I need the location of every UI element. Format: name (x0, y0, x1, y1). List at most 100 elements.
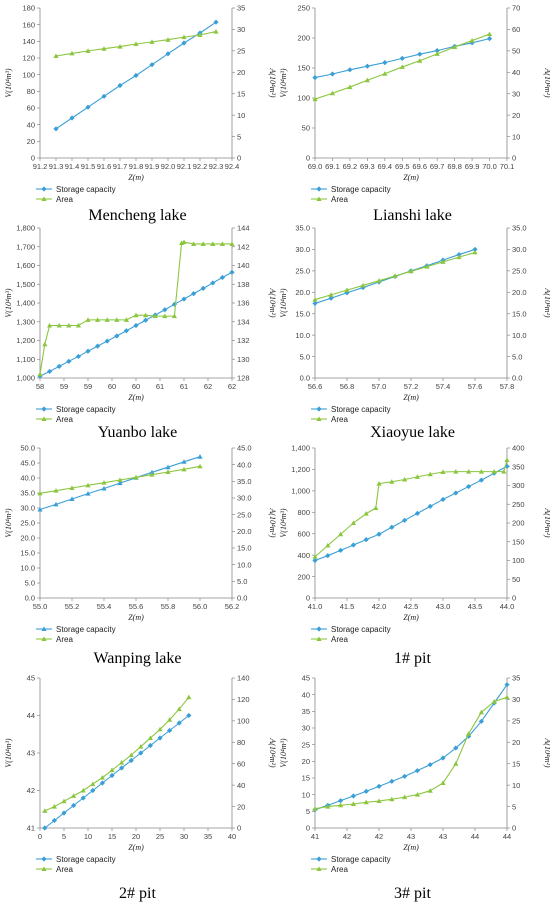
area-point (504, 694, 510, 700)
area-point (360, 282, 366, 288)
storage-point (66, 358, 72, 364)
x-tick-label: 92.0 (161, 162, 176, 171)
storage-point (453, 490, 459, 496)
x-tick-label: 35 (204, 832, 212, 841)
storage-point (133, 72, 139, 79)
area-point (114, 317, 120, 322)
storage-point (210, 280, 216, 286)
area-point (312, 554, 318, 559)
x-tick-label: 91.2 (33, 162, 48, 171)
storage-point (347, 67, 353, 73)
y-right-tick-label: 144 (237, 224, 250, 233)
storage-point (338, 547, 344, 553)
area-point (69, 50, 75, 56)
x-tick-label: 61 (156, 382, 164, 391)
storage-point (85, 491, 91, 496)
legend-area-marker (41, 866, 47, 871)
chart-panel-3: 58 59 59 60 60 61 61 62 62 1,000 1,100 1,200 1,300 1,… (4, 224, 277, 424)
y-axis-label-left: V(10⁴m³) (4, 288, 13, 318)
storage-point (51, 817, 57, 824)
y-left-tick-label: 1,700 (16, 242, 35, 251)
y-axis-label-left: V(10⁴m³) (279, 738, 288, 768)
storage-point (427, 503, 433, 509)
y-right-tick-label: 20.0 (512, 288, 527, 297)
area-point (329, 90, 336, 96)
area-point (85, 317, 91, 322)
area-point (478, 469, 484, 474)
legend-storage-marker (41, 856, 47, 862)
area-point (80, 787, 86, 793)
storage-point (200, 285, 206, 291)
x-tick-label: 62 (204, 382, 212, 391)
x-tick-label: 10 (84, 832, 92, 841)
area-point (453, 469, 459, 474)
storage-point (414, 510, 420, 516)
storage-point (186, 712, 192, 719)
area-point (117, 43, 123, 49)
y-right-tick-label: 0 (512, 824, 516, 833)
y-right-tick-label: 10 (512, 781, 520, 790)
storage-point (165, 51, 171, 57)
x-tick-label: 91.9 (145, 162, 160, 171)
storage-point (47, 368, 53, 375)
x-tick-label: 57.4 (436, 382, 451, 391)
y-left-tick-label: 20.0 (20, 534, 35, 543)
storage-point (440, 496, 446, 503)
storage-point (85, 104, 91, 110)
storage-point (37, 506, 43, 512)
series-area (312, 249, 478, 302)
axes: 0 5 10 15 20 25 30 35 40 41 42 43 44 45 0 20 40 60 80 100 12… (27, 674, 250, 841)
x-tick-label: 58 (36, 382, 44, 391)
area-point (123, 317, 129, 322)
y-left-tick-label: 30 (302, 724, 310, 733)
area-point (338, 531, 344, 537)
legend-storage-marker (316, 856, 322, 862)
y-right-tick-label: 20 (512, 111, 520, 120)
storage-point (176, 720, 182, 726)
y-left-tick-label: 45 (302, 674, 310, 683)
y-right-tick-label: 20 (512, 738, 520, 747)
axes: 56.6 56.8 57.0 57.2 57.4 57.6 57.80.05.010.015… (295, 224, 526, 391)
x-tick-label: 55.8 (161, 602, 176, 611)
area-point (376, 481, 382, 486)
y-left-tick-label: 0 (306, 154, 310, 163)
y-right-tick-label: 25.0 (512, 267, 527, 276)
y-left-tick-label: 50.0 (20, 444, 35, 453)
chart-panel-6: 41.0 41.5 42.0 42.5 43.0 43.5 44.0020040060080… (279, 444, 550, 644)
y-left-tick-label: 160 (22, 20, 35, 29)
x-tick-label: 91.3 (49, 162, 64, 171)
storage-point (312, 75, 318, 81)
storage-line (44, 715, 190, 829)
y-right-tick-label: 60 (512, 25, 520, 34)
area-point (104, 317, 110, 322)
x-tick-label: 44 (503, 832, 511, 841)
chart-title: 3# pit (394, 885, 431, 902)
y-left-tick-label: 30.0 (295, 245, 310, 254)
legend-area-marker (41, 416, 47, 421)
series-storage-capacity (42, 712, 192, 831)
y-left-tick-label: 5.0 (25, 579, 35, 588)
legend-area-label: Area (56, 195, 73, 204)
y-left-tick-label: 80 (27, 87, 35, 96)
area-point (389, 796, 395, 802)
y-right-tick-label: 15 (237, 89, 245, 98)
y-right-tick-label: 100 (512, 556, 525, 565)
legend-area-marker (41, 196, 47, 201)
area-point (117, 477, 123, 482)
area-point (440, 469, 446, 474)
storage-point (123, 328, 129, 334)
axes: 69.0 69.1 69.2 69.3 69.4 69.5 69.6 69.7 69.8 69.9… (297, 4, 520, 171)
y-axis-label-left: V(10⁴m³) (4, 68, 13, 98)
x-axis-label: Z(m) (403, 393, 419, 402)
area-point (71, 793, 77, 798)
storage-point (325, 553, 331, 559)
series-storage-capacity (37, 269, 235, 379)
storage-point (109, 772, 115, 779)
storage-point (101, 485, 107, 491)
y-axis-label-right: A(10⁴m²) (268, 67, 277, 98)
y-right-tick-label: 0.0 (512, 374, 522, 383)
x-tick-label: 42 (343, 832, 351, 841)
y-left-tick-label: 1,400 (291, 444, 310, 453)
